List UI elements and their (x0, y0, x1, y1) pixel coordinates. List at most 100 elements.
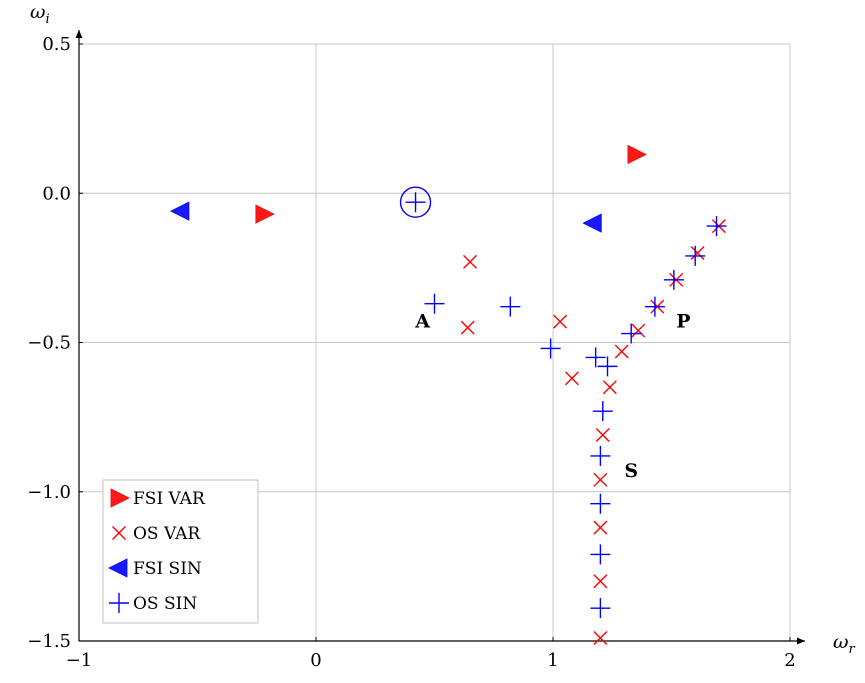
x-tick-label: 2 (784, 650, 795, 671)
legend-label-fsi-var: FSI VAR (133, 489, 206, 509)
point-os-sin (500, 296, 521, 317)
y-tick-label: 0.0 (42, 183, 71, 204)
y-tick-label: −1.0 (27, 482, 71, 503)
y-axis-label: ωi (30, 1, 50, 27)
point-os-sin (590, 493, 611, 514)
tick-labels: −1 0 1 2 −1.5 −1.0 −0.5 0.0 0.5 (27, 34, 795, 671)
point-os-var-shape (614, 344, 629, 359)
point-os-var (460, 320, 475, 335)
point-os-var-shape (602, 380, 617, 395)
annotation-p: P (676, 311, 690, 333)
point-os-sin (590, 445, 611, 466)
point-os-var-shape (593, 472, 608, 487)
y-axis-label-sub: i (46, 12, 50, 27)
point-os-sin-shape (590, 445, 611, 466)
point-os-var (463, 254, 478, 269)
point-os-var-shape (564, 371, 579, 386)
point-os-sin (685, 245, 706, 266)
point-os-var-shape (631, 323, 646, 338)
point-os-sin-shape (590, 598, 611, 619)
point-os-sin-shape (590, 493, 611, 514)
point-os-var (553, 314, 568, 329)
point-os-sin (597, 356, 618, 377)
point-os-var-shape (595, 428, 610, 443)
point-fsi-sin-shape (170, 201, 190, 221)
legend-marker-os-sin-shape (109, 593, 129, 613)
point-os-var-shape (593, 574, 608, 589)
legend: FSI VAR OS VAR FSI SIN OS SIN (102, 479, 259, 624)
point-os-sin-shape (644, 296, 665, 317)
highlighted-point (399, 186, 432, 218)
point-os-sin-shape (706, 216, 727, 237)
point-os-var (602, 380, 617, 395)
point-os-sin (592, 401, 613, 422)
point-os-sin-shape (621, 323, 642, 344)
y-tick-label: −0.5 (27, 333, 71, 354)
x-tick-label: 1 (547, 650, 558, 671)
point-os-sin (540, 338, 561, 359)
y-axis-arrow-icon (75, 30, 83, 38)
y-tick-label: −1.5 (27, 631, 71, 652)
point-fsi-sin (582, 213, 602, 233)
point-os-sin-shape (597, 356, 618, 377)
point-os-sin-shape (592, 401, 613, 422)
point-os-var-shape (593, 631, 608, 646)
point-os-var (690, 245, 705, 260)
point-os-sin (590, 544, 611, 565)
legend-marker-os-sin (109, 593, 129, 613)
highlighted-point-ring (399, 186, 432, 218)
point-os-sin (585, 347, 606, 368)
x-tick-label: −1 (66, 650, 93, 671)
point-os-sin-shape (540, 338, 561, 359)
point-fsi-var-shape (255, 204, 275, 224)
point-os-sin-shape (685, 245, 706, 266)
legend-marker-fsi-var (110, 488, 130, 508)
point-os-sin (590, 598, 611, 619)
point-os-var-shape (593, 520, 608, 535)
legend-marker-fsi-sin-shape (108, 558, 128, 578)
legend-label-fsi-sin: FSI SIN (133, 559, 202, 579)
point-os-sin-shape (585, 347, 606, 368)
point-fsi-var-shape (627, 144, 647, 165)
point-os-var (593, 472, 608, 487)
point-os-var (593, 631, 608, 646)
legend-label-os-sin: OS SIN (133, 594, 197, 614)
point-fsi-var (255, 204, 275, 224)
point-fsi-sin (170, 201, 190, 221)
point-os-sin (644, 296, 665, 317)
x-tick-label: 0 (310, 650, 321, 671)
point-os-var-shape (553, 314, 568, 329)
point-os-var (564, 371, 579, 386)
point-fsi-sin-shape (582, 213, 602, 233)
point-os-sin-shape (663, 269, 684, 290)
point-os-sin-shape (500, 296, 521, 317)
x-axis-label: ωr (833, 631, 856, 657)
point-os-var (631, 323, 646, 338)
legend-label-os-var: OS VAR (133, 524, 201, 544)
point-os-var-shape (463, 254, 478, 269)
point-os-sin-shape (424, 293, 445, 314)
legend-marker-fsi-sin (108, 558, 128, 578)
annotation-a: A (414, 311, 430, 333)
point-os-sin (424, 293, 445, 314)
point-os-var (595, 428, 610, 443)
x-axis-arrow-icon (797, 637, 805, 645)
annotation-s: S (624, 460, 638, 482)
point-os-var-shape (460, 320, 475, 335)
legend-marker-os-var-shape (112, 526, 126, 540)
y-tick-label: 0.5 (42, 34, 71, 55)
legend-marker-os-var (112, 526, 126, 540)
legend-box (102, 479, 259, 624)
x-axis-label-sub: r (849, 642, 856, 657)
point-os-sin (663, 269, 684, 290)
data-marks (170, 144, 727, 646)
point-os-var (593, 520, 608, 535)
point-os-var (614, 344, 629, 359)
point-os-var (593, 574, 608, 589)
point-os-sin-shape (590, 544, 611, 565)
point-os-sin (706, 216, 727, 237)
annotations: A P S (414, 311, 690, 482)
point-os-sin (621, 323, 642, 344)
highlighted-point-shape (405, 192, 426, 213)
